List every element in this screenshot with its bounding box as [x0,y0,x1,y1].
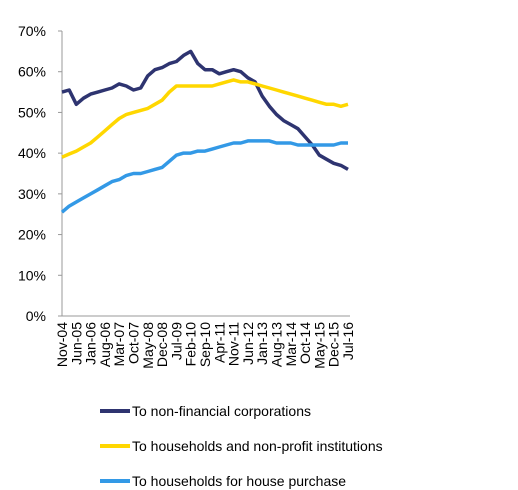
series-line [60,139,348,214]
x-tick-label: Dec-08 [154,322,170,367]
x-tick-label: Mar-07 [111,322,127,367]
y-tick-label: 20% [18,227,46,243]
series-line [61,78,349,159]
x-tick-label: Aug-13 [269,322,285,367]
legend-label: To households for house purchase [132,473,346,489]
y-tick-label: 60% [18,64,46,80]
x-tick-label: Jan-06 [83,322,99,365]
y-tick-label: 70% [18,23,46,39]
x-tick-label: Aug-06 [97,322,113,367]
x-tick-label: Sep-10 [197,322,213,367]
x-tick-label: Apr-11 [211,322,227,363]
x-tick-label: Jun-05 [68,322,84,365]
x-tick-label: Oct-14 [297,322,313,364]
x-tick-label: Mar-14 [283,322,299,367]
x-tick-label: Jul-16 [340,322,356,360]
x-tick-label: May-08 [140,322,156,369]
legend-label: To non-financial corporations [132,403,311,419]
x-tick-label: Dec-15 [326,322,342,367]
y-tick-label: 0% [26,308,46,324]
x-tick-label: Nov-04 [54,322,70,367]
y-tick-label: 30% [18,186,46,202]
x-tick-label: Oct-07 [126,322,142,364]
y-tick-label: 50% [18,104,46,120]
x-tick-label: Feb-10 [183,322,199,367]
legend-label: To households and non-profit institution… [132,438,383,454]
series-line [61,49,349,171]
y-tick-label: 40% [18,145,46,161]
x-tick-label: Nov-11 [226,322,242,366]
x-tick-label: Jan-13 [254,322,270,365]
x-tick-label: May-15 [311,322,327,369]
y-tick-label: 10% [18,267,46,283]
x-tick-label: Jun-12 [240,322,256,365]
x-tick-label: Jul-09 [168,322,184,360]
